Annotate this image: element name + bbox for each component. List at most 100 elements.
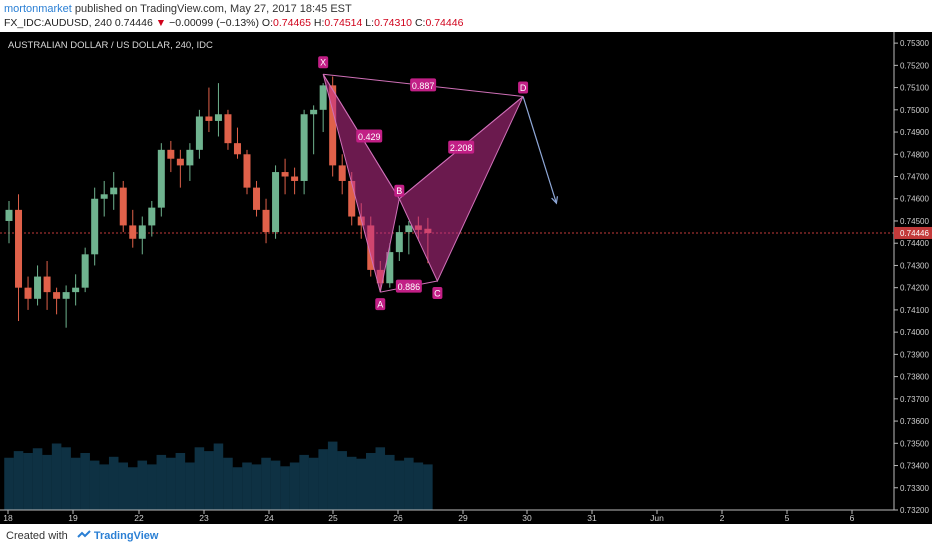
close-label: C: (414, 17, 426, 29)
x-tick-label: 22 (134, 513, 144, 523)
candle-body (262, 209, 270, 233)
volume-bar (147, 464, 157, 510)
price-axis[interactable] (894, 32, 932, 524)
candle-body (81, 254, 89, 288)
high-label: H: (313, 17, 325, 29)
candle-body (148, 207, 156, 226)
candle-body (129, 225, 137, 239)
candle-body (91, 198, 99, 255)
y-tick-label: 0.74000 (900, 328, 929, 337)
pattern-point-badge (375, 298, 386, 311)
candle-body (348, 180, 356, 217)
y-tick-label: 0.74100 (900, 306, 929, 315)
y-tick-label: 0.75100 (900, 84, 929, 93)
candle-body (329, 85, 337, 166)
x-tick-label: 6 (850, 513, 855, 523)
volume-bar (394, 460, 405, 510)
candle-body (243, 154, 251, 188)
volume-bar (108, 456, 119, 510)
open-value: 0.74465 (273, 17, 311, 29)
y-tick-label: 0.75000 (900, 106, 929, 115)
candle-body (338, 165, 346, 181)
x-tick-label: 23 (199, 513, 209, 523)
volume-bar (166, 457, 176, 510)
high-value: 0.74514 (324, 17, 363, 29)
y-tick-label: 0.74300 (900, 261, 929, 270)
pattern-triangle-bcd[interactable] (398, 96, 524, 283)
candle-body (272, 172, 280, 233)
change-arrow-icon: ▼ (155, 17, 167, 29)
symbol-info: FX_IDC:AUDUSD, 240 0.74446 ▼ −0.00099 (−… (4, 17, 463, 29)
volume-bar (327, 441, 338, 510)
volume-bar (289, 462, 300, 510)
footer: Created with TradingView (0, 524, 932, 550)
x-tick-label: 2 (720, 513, 725, 523)
pattern-point-badge (518, 81, 529, 94)
candle-body (291, 176, 299, 181)
volume-bar (175, 453, 186, 510)
x-tick-label: 24 (264, 513, 274, 523)
volume-bar (299, 454, 309, 510)
pattern-point-label: X (320, 58, 326, 68)
candle-body (300, 114, 308, 181)
ratio-badge (410, 78, 437, 92)
volume-bar (375, 447, 386, 510)
volume-bar (346, 456, 357, 510)
candle-body (205, 116, 213, 121)
ratio-label: 2.208 (450, 143, 473, 153)
last-price: 0.74446 (114, 17, 153, 29)
price-chart[interactable]: AUSTRALIAN DOLLAR / US DOLLAR, 240, IDC … (0, 32, 932, 524)
volume-bar (51, 443, 62, 510)
x-tick-label: 29 (458, 513, 468, 523)
current-price-badge (894, 226, 932, 239)
publish-info: mortonmarket published on TradingView.co… (4, 3, 352, 15)
brand-name[interactable]: TradingView (93, 530, 159, 542)
candle-body (310, 109, 318, 115)
candle-body (405, 225, 413, 233)
y-tick-label: 0.74800 (900, 150, 929, 159)
candle-body (100, 194, 108, 199)
ratio-label: 0.887 (412, 81, 435, 91)
volume-bar (13, 451, 24, 510)
volume-bar (194, 447, 205, 510)
volume-bar (308, 457, 319, 510)
candle-body (119, 187, 127, 226)
volume-bar (61, 447, 71, 510)
y-tick-label: 0.73500 (900, 439, 929, 448)
close-value: 0.74446 (425, 17, 464, 29)
candle-body (24, 287, 32, 299)
chart-area[interactable]: AUSTRALIAN DOLLAR / US DOLLAR, 240, IDC … (0, 32, 932, 524)
y-tick-label: 0.73400 (900, 462, 929, 471)
x-tick-label: 5 (785, 513, 790, 523)
y-tick-label: 0.74600 (900, 195, 929, 204)
volume-bar (42, 454, 52, 510)
volume-bar (204, 451, 214, 510)
pattern-point-label: C (434, 289, 441, 299)
y-tick-label: 0.73600 (900, 417, 929, 426)
pattern-point-badge (432, 287, 443, 300)
volume-bar (70, 457, 81, 510)
candle-body (62, 292, 70, 299)
candle-body (224, 114, 232, 144)
volume-bar (99, 464, 109, 510)
volume-bar (318, 449, 328, 510)
author-link[interactable]: mortonmarket (4, 3, 72, 15)
y-tick-label: 0.74200 (900, 284, 929, 293)
y-tick-label: 0.73200 (900, 506, 929, 515)
x-tick-label: 26 (393, 513, 403, 523)
volume-bar (270, 460, 281, 510)
volume-bar (213, 443, 224, 510)
x-tick-label: 25 (328, 513, 338, 523)
candle-body (281, 172, 289, 177)
tradingview-logo-icon (77, 530, 91, 538)
ratio-label: 0.429 (358, 132, 381, 142)
current-price-label: 0.74446 (900, 229, 929, 238)
volume-bar (261, 457, 271, 510)
candle-body (395, 232, 403, 253)
x-tick-label: Jun (650, 513, 664, 523)
x-tick-label: 30 (522, 513, 532, 523)
volume-bar (23, 453, 33, 510)
price-change: −0.00099 (−0.13%) (169, 17, 259, 29)
pattern-point-badge (394, 184, 405, 197)
candle-body (53, 292, 61, 299)
